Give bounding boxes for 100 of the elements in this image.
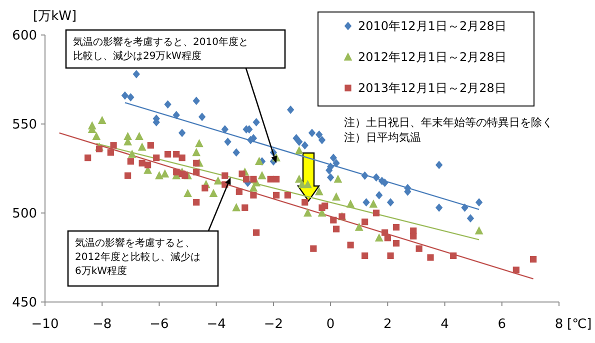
point <box>332 226 340 232</box>
point <box>330 216 337 224</box>
x-tick-label: 4 <box>440 317 449 332</box>
point <box>252 118 260 126</box>
point <box>461 203 468 212</box>
point <box>372 210 380 216</box>
point <box>302 199 308 206</box>
annotation: 注）土日祝日、年末年始等の特異日を除く <box>344 116 553 129</box>
point <box>374 233 384 242</box>
point <box>222 172 228 179</box>
point <box>435 203 443 212</box>
point <box>242 204 248 211</box>
point <box>347 242 354 248</box>
point <box>474 226 484 234</box>
point <box>530 256 537 263</box>
point <box>512 266 520 274</box>
point <box>250 176 257 182</box>
point <box>362 252 368 260</box>
point <box>92 132 101 140</box>
x-tick-label: 8 <box>554 317 564 332</box>
point <box>332 158 340 168</box>
point <box>284 192 292 198</box>
x-tick-label: −8 <box>92 317 112 332</box>
point <box>314 187 324 196</box>
point <box>232 203 241 212</box>
point <box>253 229 260 236</box>
point <box>258 171 266 180</box>
x-tick-label: 6 <box>498 317 506 332</box>
point <box>164 100 172 109</box>
point <box>232 148 240 157</box>
point <box>304 180 312 188</box>
y-tick-label: 550 <box>12 118 37 133</box>
point <box>84 154 92 162</box>
x-tick-label: −10 <box>31 317 59 332</box>
y-axis-title: [万kW] <box>33 9 77 24</box>
point <box>294 146 304 154</box>
point <box>173 168 180 176</box>
point <box>372 173 380 182</box>
point <box>127 93 134 102</box>
point <box>224 138 232 146</box>
point <box>132 70 140 78</box>
point <box>214 176 222 185</box>
point <box>124 172 132 179</box>
point <box>121 91 129 100</box>
point <box>172 110 180 120</box>
point <box>128 150 136 158</box>
point <box>416 245 422 252</box>
point <box>250 192 257 198</box>
x-tick-label: −2 <box>264 317 284 332</box>
point <box>296 138 303 146</box>
point <box>332 192 340 201</box>
point <box>301 141 308 150</box>
legend-label: 2012年12月1日～2月28日 <box>358 50 506 64</box>
point <box>184 188 192 198</box>
x-axis-title: [℃] <box>567 317 592 332</box>
point <box>160 169 170 178</box>
point <box>110 142 117 149</box>
legend-label: 2013年12月1日～2月28日 <box>358 81 506 96</box>
legend-label: 2010年12月1日～2月28日 <box>358 19 506 34</box>
point <box>322 202 328 210</box>
point <box>96 146 103 152</box>
point <box>178 154 186 162</box>
point <box>310 245 317 252</box>
point <box>193 199 200 206</box>
point <box>135 132 144 140</box>
point <box>238 170 246 178</box>
x-tick-label: −6 <box>150 317 169 332</box>
x-tick-label: 0 <box>326 317 335 332</box>
point <box>98 116 106 124</box>
point <box>243 176 250 182</box>
point <box>475 198 483 207</box>
point <box>318 136 326 144</box>
annotation: 気温の影響を考慮すると、2010年度と比較し、減少は29万kW程度 <box>73 36 248 62</box>
point <box>427 254 434 261</box>
point <box>362 218 368 226</box>
point <box>273 192 280 198</box>
point <box>392 240 400 247</box>
point <box>144 162 152 168</box>
point <box>286 106 294 114</box>
point <box>198 112 206 122</box>
point <box>192 96 200 106</box>
point <box>273 176 280 182</box>
point <box>346 200 355 208</box>
annotation: 注）日平均気温 <box>344 131 421 144</box>
point <box>127 158 134 165</box>
point <box>192 148 201 156</box>
point <box>193 160 200 166</box>
point <box>147 142 154 149</box>
point <box>164 150 172 158</box>
point <box>376 191 383 200</box>
point <box>308 128 316 138</box>
x-tick-label: −4 <box>206 317 226 332</box>
point <box>334 174 342 183</box>
point <box>387 252 394 260</box>
point <box>209 188 218 198</box>
point <box>316 130 323 139</box>
point <box>392 224 400 231</box>
point <box>386 198 394 207</box>
point <box>173 150 180 158</box>
annotation: 気温の影響を考慮すると、2012年度と比較し、減少は6万kW程度 <box>75 237 200 277</box>
